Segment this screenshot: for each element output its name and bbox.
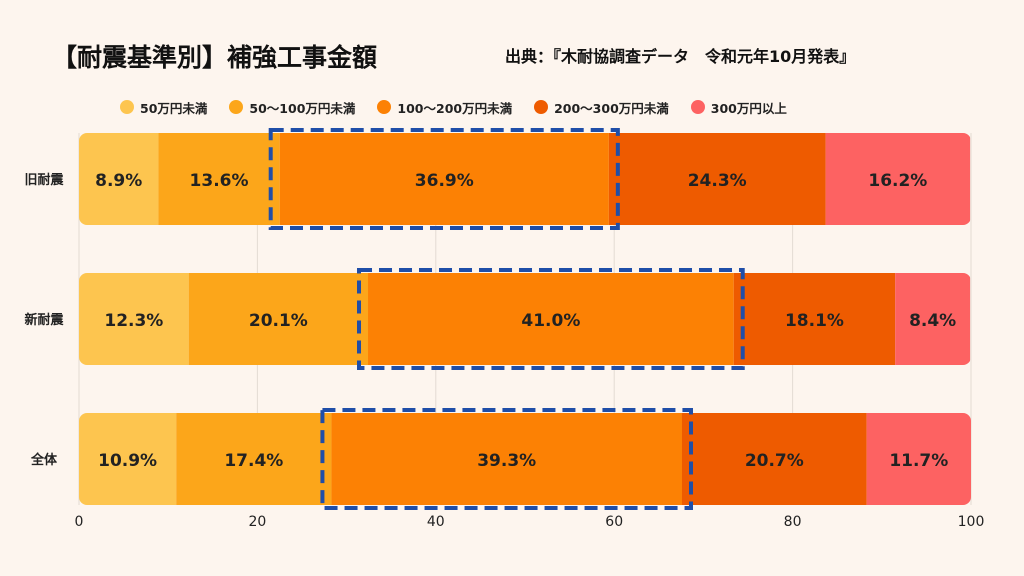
bar-segment xyxy=(158,133,280,225)
x-tick-label: 40 xyxy=(427,514,445,530)
data-label: 8.4% xyxy=(909,311,956,331)
bar-segment xyxy=(279,133,609,225)
legend-item-4: 300万円以上 xyxy=(690,98,787,117)
legend-item-0: 50万円未満 xyxy=(120,98,207,117)
category-label: 新耐震 xyxy=(24,312,64,328)
legend-swatch xyxy=(120,100,134,114)
legend-item-1: 50〜100万円未満 xyxy=(229,98,355,117)
bar-segment xyxy=(368,273,734,365)
x-tick-label: 20 xyxy=(248,514,266,530)
legend-swatch xyxy=(690,100,705,114)
data-label: 11.7% xyxy=(889,451,948,471)
data-label: 20.7% xyxy=(745,451,804,471)
legend-label: 200〜300万円未満 xyxy=(554,100,669,116)
data-label: 10.9% xyxy=(98,451,157,471)
bar-group xyxy=(79,413,971,505)
legend-label: 50万円未満 xyxy=(140,100,208,116)
bar-segment xyxy=(825,133,971,225)
data-label: 17.4% xyxy=(224,451,283,471)
bar-segment xyxy=(176,413,332,505)
data-label: 20.1% xyxy=(249,311,308,331)
highlight-box xyxy=(268,128,620,230)
bar-segment xyxy=(733,273,896,365)
data-label: 36.9% xyxy=(415,171,474,191)
data-label: 8.9% xyxy=(95,171,142,191)
highlight-box xyxy=(357,268,745,370)
bar-segment xyxy=(79,133,159,225)
data-label: 24.3% xyxy=(688,171,747,191)
bar-segment xyxy=(608,133,826,225)
bar-segment xyxy=(188,273,369,365)
data-label: 16.2% xyxy=(868,171,927,191)
legend-swatch xyxy=(534,100,549,114)
bar-segment xyxy=(79,413,177,505)
data-label: 41.0% xyxy=(521,311,580,331)
bar-segment xyxy=(331,413,682,505)
source-note: 出典：『木耐協調査データ 令和元年10月発表』 xyxy=(505,47,856,66)
bar-group xyxy=(79,133,971,225)
legend-swatch xyxy=(229,100,244,114)
bar-group xyxy=(79,273,971,365)
x-tick-label: 0 xyxy=(75,514,84,530)
legend-label: 50〜100万円未満 xyxy=(249,100,356,116)
highlight-box xyxy=(320,408,693,510)
category-label: 全体 xyxy=(30,452,58,468)
data-label: 13.6% xyxy=(190,171,249,191)
bar-segment xyxy=(866,413,971,505)
bar-segment xyxy=(895,273,971,365)
bar-segment xyxy=(681,413,867,505)
data-label: 39.3% xyxy=(477,451,536,471)
legend: 50万円未満 50〜100万円未満 100〜200万円未満 200〜300万円未満 30… xyxy=(120,95,787,119)
x-tick-label: 60 xyxy=(605,514,623,530)
legend-item-3: 200〜300万円未満 xyxy=(534,98,669,117)
legend-item-2: 100〜200万円未満 xyxy=(377,98,512,117)
category-label: 旧耐震 xyxy=(24,172,64,188)
x-tick-label: 100 xyxy=(958,514,985,530)
data-label: 18.1% xyxy=(785,311,844,331)
x-tick-label: 80 xyxy=(784,514,802,530)
legend-swatch xyxy=(377,100,392,114)
bar-segment xyxy=(79,273,189,365)
chart-title: 【耐震基準別】補強工事金額 xyxy=(52,43,378,72)
data-label: 12.3% xyxy=(104,311,163,331)
legend-label: 100〜200万円未満 xyxy=(397,100,513,116)
legend-label: 300万円以上 xyxy=(710,100,787,116)
